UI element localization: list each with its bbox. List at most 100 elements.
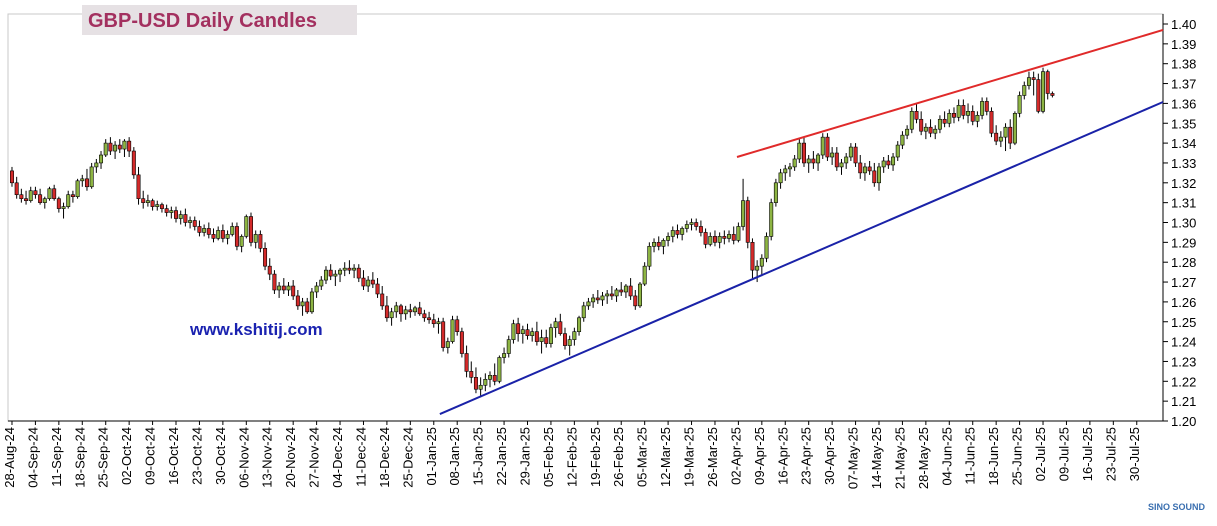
candle-body [623, 285, 628, 293]
candle-body [553, 321, 558, 329]
candle-body [38, 194, 43, 203]
candle-body [605, 293, 610, 297]
candle-body [933, 128, 938, 134]
candle-body [469, 371, 474, 378]
candle-body [877, 166, 881, 184]
candle-body [436, 321, 441, 325]
candle-body [755, 265, 760, 271]
candle-body [516, 323, 521, 334]
candle-body [427, 317, 432, 321]
x-tick-label: 25-Sep-24 [96, 427, 111, 488]
x-tick-label: 28-Aug-24 [2, 427, 17, 488]
candle-body [989, 111, 994, 134]
candle-body [253, 234, 258, 243]
candle-body [905, 128, 910, 136]
x-tick-label: 16-Jul-25 [1080, 427, 1095, 481]
x-tick-label: 30-Jul-25 [1127, 427, 1142, 481]
candle-body [1050, 93, 1055, 96]
candle-body [731, 234, 736, 241]
candle-body [375, 283, 380, 295]
candle-body [539, 337, 544, 342]
candle-body [244, 216, 249, 237]
candle-body [534, 331, 539, 342]
candle-body [14, 182, 19, 196]
candle-body [708, 236, 713, 245]
x-tick-label: 18-Jun-25 [986, 427, 1001, 486]
candle-body [951, 113, 956, 118]
candle-body [413, 307, 418, 313]
candle-body [600, 295, 605, 301]
x-tick-label: 05-Mar-25 [635, 427, 650, 487]
x-tick-label: 18-Sep-24 [72, 427, 87, 488]
candle-body [417, 307, 422, 315]
x-tick-label: 13-Nov-24 [260, 427, 275, 488]
candle-body [530, 331, 535, 336]
x-tick-label: 25-Dec-24 [400, 427, 415, 488]
candle-body [661, 240, 666, 247]
candle-body [459, 331, 464, 354]
candle-body [727, 234, 732, 239]
y-tick-label: 1.32 [1171, 176, 1196, 191]
candle-body [844, 156, 849, 164]
candle-body [314, 285, 319, 293]
candle-body [506, 339, 511, 354]
candle-body [188, 220, 193, 223]
y-tick-label: 1.30 [1171, 216, 1196, 231]
y-tick-label: 1.40 [1171, 17, 1196, 32]
candle-body [352, 267, 357, 271]
candle-body [642, 265, 647, 285]
candle-body [891, 156, 896, 166]
candle-body [309, 291, 314, 313]
candle-body [52, 188, 57, 199]
candle-body [816, 154, 821, 164]
x-tick-label: 30-Apr-25 [822, 427, 837, 485]
y-tick-label: 1.26 [1171, 295, 1196, 310]
candle-body [787, 166, 792, 170]
candle-body [272, 273, 277, 291]
candle-body [994, 132, 999, 142]
candle-body [384, 305, 389, 319]
candle-body [820, 136, 825, 156]
candle-body [267, 265, 272, 275]
candle-body [609, 293, 614, 297]
trend-line [439, 101, 1164, 415]
x-tick-label: 15-Jan-25 [471, 427, 486, 486]
x-tick-label: 09-Jul-25 [1056, 427, 1071, 481]
candle-body [712, 236, 717, 243]
candle-body [563, 333, 567, 346]
candle-body [567, 339, 572, 346]
candle-body [164, 208, 169, 213]
candle-body [431, 319, 436, 325]
x-tick-label: 02-Apr-25 [728, 427, 743, 485]
candle-body [291, 285, 296, 297]
candle-body [239, 236, 244, 247]
candle-body [698, 226, 703, 233]
candle-body [572, 331, 577, 340]
candle-body [492, 375, 497, 382]
candle-body [778, 172, 783, 184]
candle-body [319, 279, 324, 287]
candle-body [502, 353, 507, 358]
x-tick-label: 09-Oct-24 [143, 427, 158, 485]
candle-body [305, 301, 310, 313]
candle-body [1026, 77, 1031, 86]
candle-body [591, 297, 596, 303]
candle-body [478, 384, 483, 390]
candle-body [192, 220, 197, 227]
x-tick-label: 11-Dec-24 [353, 427, 368, 487]
candle-body [202, 228, 207, 233]
candle-body [694, 222, 699, 227]
y-tick-label: 1.21 [1171, 394, 1196, 409]
y-tick-label: 1.29 [1171, 235, 1196, 250]
candle-body [389, 311, 394, 319]
candle-body [234, 226, 239, 247]
candle-body [548, 327, 553, 344]
candle-body [28, 190, 33, 201]
candle-body [398, 305, 403, 315]
x-tick-label: 07-May-25 [846, 427, 861, 489]
candle-body [919, 118, 924, 132]
x-tick-label: 06-Nov-24 [236, 427, 251, 488]
candle-body [1045, 71, 1050, 94]
x-tick-label: 04-Dec-24 [330, 427, 345, 488]
candle-body [408, 309, 413, 313]
